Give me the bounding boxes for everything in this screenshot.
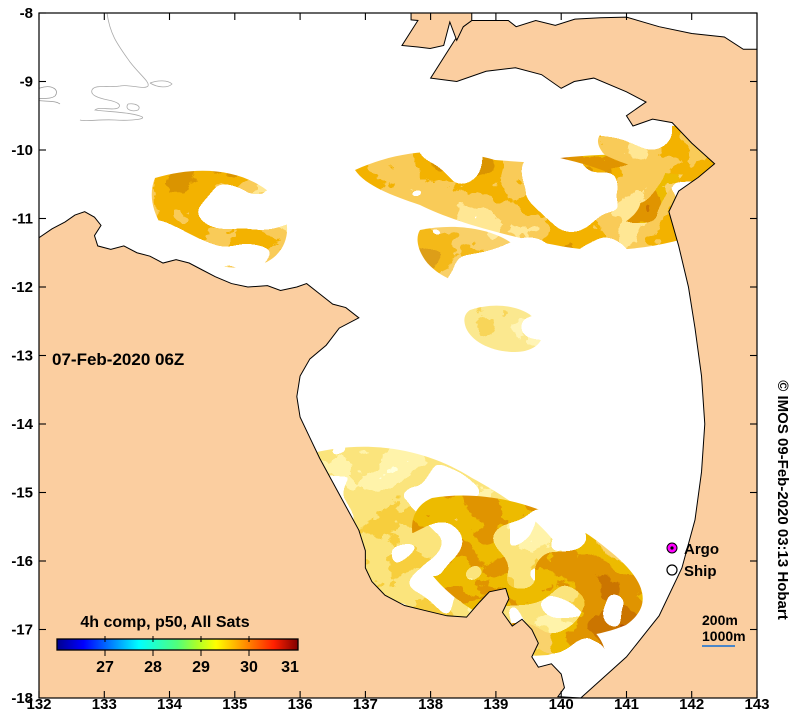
svg-text:-17: -17 <box>11 622 33 639</box>
svg-text:-8: -8 <box>20 5 33 22</box>
svg-text:-15: -15 <box>11 485 33 502</box>
svg-text:-18: -18 <box>11 690 33 707</box>
svg-text:141: 141 <box>614 696 639 713</box>
svg-text:28: 28 <box>144 659 162 676</box>
svg-text:200m: 200m <box>702 612 738 628</box>
svg-text:4h comp, p50, All Sats: 4h comp, p50, All Sats <box>80 614 249 631</box>
svg-text:140: 140 <box>549 696 574 713</box>
svg-text:-14: -14 <box>11 416 33 433</box>
svg-text:29: 29 <box>192 659 210 676</box>
svg-text:134: 134 <box>157 696 183 713</box>
svg-text:1000m: 1000m <box>702 628 746 644</box>
svg-text:30: 30 <box>240 659 258 676</box>
svg-text:142: 142 <box>679 696 704 713</box>
svg-text:139: 139 <box>483 696 508 713</box>
svg-text:-12: -12 <box>11 279 33 296</box>
svg-text:135: 135 <box>222 696 247 713</box>
svg-text:-11: -11 <box>12 211 33 228</box>
svg-text:-16: -16 <box>11 553 33 570</box>
svg-text:27: 27 <box>96 659 114 676</box>
svg-text:138: 138 <box>418 696 443 713</box>
svg-text:07-Feb-2020 06Z: 07-Feb-2020 06Z <box>52 350 184 369</box>
svg-text:133: 133 <box>92 696 117 713</box>
svg-text:Argo: Argo <box>684 541 719 558</box>
svg-text:-10: -10 <box>11 142 33 159</box>
svg-text:136: 136 <box>288 696 313 713</box>
svg-text:31: 31 <box>281 659 299 676</box>
svg-text:143: 143 <box>744 696 769 713</box>
svg-text:Ship: Ship <box>684 563 717 580</box>
svg-text:-9: -9 <box>20 74 33 91</box>
svg-text:-13: -13 <box>11 348 33 365</box>
svg-text:137: 137 <box>353 696 378 713</box>
svg-text:© IMOS 09-Feb-2020 03:13 Hobar: © IMOS 09-Feb-2020 03:13 Hobart <box>774 380 791 619</box>
